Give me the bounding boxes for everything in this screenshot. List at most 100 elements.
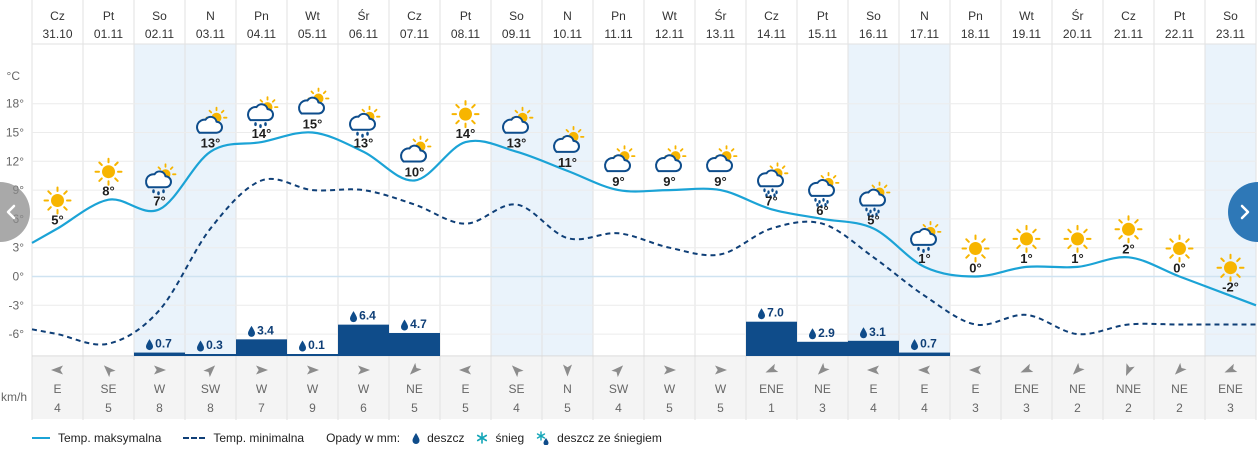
precip-bar [185,354,236,356]
day-date: 18.11 [961,27,990,41]
max-temp-label: 14° [252,126,272,141]
wind-speed: 6 [360,401,367,415]
wind-direction: SW [201,382,221,396]
max-temp-label: 9° [714,174,726,189]
weekend-column [185,44,236,356]
day-name: Cz [764,9,779,23]
max-temp-label: -2° [1222,280,1239,295]
wind-speed: 1 [768,401,775,415]
day-date: 21.11 [1114,27,1143,41]
wind-direction: NE [406,382,423,396]
sun-icon [451,100,480,129]
wind-direction: SW [609,382,629,396]
min-temp-line [31,178,1256,346]
day-date: 01.11 [94,27,123,41]
wind-direction: E [971,382,979,396]
day-date: 22.11 [1165,27,1194,41]
precip-bar [899,352,950,356]
wind-direction: E [461,382,469,396]
day-date: 11.11 [604,27,633,41]
rain-drop-icon [350,311,357,323]
sun-icon [1216,253,1245,282]
precip-bar [134,352,185,356]
max-temp-label: 6° [816,203,828,218]
day-name: Śr [1072,8,1084,23]
precip-bar [848,340,899,356]
max-temp-label: 5° [51,213,63,228]
wind-direction: SE [100,382,116,396]
wind-speed: 8 [207,401,214,415]
wind-direction: NE [1069,382,1086,396]
weekend-column [491,44,542,356]
day-name: N [563,9,572,23]
forecast-chart: 0.7 0.33.40.16.44.77.02.9 3.10.7 5°8°7°13°… [1,0,1257,420]
max-temp-label: 11° [558,155,577,170]
weekend-column [899,44,950,356]
legend-rain-snow: deszcz ze śniegiem [536,431,662,445]
precip-value: 0.7 [155,337,172,351]
rain-drop-icon [401,319,408,331]
max-temp-line [31,131,1257,307]
y-tick-label: 12° [6,154,24,168]
max-temp-label: 10° [405,165,425,180]
day-date: 09.11 [502,27,531,41]
wind-direction: W [154,382,166,396]
wind-speed: 3 [1023,401,1030,415]
max-temp-label: 5° [867,213,879,228]
wind-direction: W [664,382,676,396]
cloud-sun-icon [656,146,685,171]
day-date: 16.11 [859,27,888,41]
precip-bar [287,354,338,356]
precip-bar [797,341,848,356]
wind-speed: 4 [54,401,61,415]
day-date: 13.11 [706,27,735,41]
rain-snow-icon [536,431,549,445]
precip-bar [746,321,797,356]
max-temp-label: 1° [1020,251,1032,266]
day-date: 31.10 [42,27,72,41]
wind-speed: 2 [1074,401,1081,415]
wind-direction: E [869,382,877,396]
day-name: Cz [50,9,65,23]
sun-icon [1063,224,1092,253]
sun-icon [961,234,990,263]
wind-direction: ENE [1218,382,1243,396]
wind-speed: 9 [309,401,316,415]
wind-direction: W [256,382,268,396]
wind-speed: 3 [1227,401,1234,415]
y-axis-unit: °C [7,69,21,83]
wind-direction: E [53,382,61,396]
rain-drop-icon [299,340,306,352]
precip-value: 0.7 [920,337,937,351]
wind-unit-label: km/h [1,390,27,404]
day-name: So [152,9,167,23]
day-date: 15.11 [808,27,837,41]
day-name: Pn [611,9,626,23]
legend-precip-title: Opady w mm: [326,431,400,445]
day-date: 07.11 [400,27,429,41]
wind-speed: 4 [615,401,622,415]
max-temp-label: 0° [969,261,981,276]
max-temp-label: 8° [102,184,114,199]
wind-direction: NE [1171,382,1188,396]
cloud-sun-icon [707,146,736,171]
cloud-rain-sun-icon [248,97,277,128]
legend-rain-label: deszcz [427,431,465,445]
wind-speed: 5 [717,401,724,415]
day-name: Pt [1174,9,1186,23]
sun-icon [94,157,123,186]
day-date: 04.11 [247,27,276,41]
max-temp-label: 7° [153,193,165,208]
legend-snow: śnieg [476,431,524,445]
chevron-right-icon [1240,204,1250,220]
day-name: Wt [305,9,320,23]
wind-speed: 7 [258,401,265,415]
day-name: Śr [715,8,727,23]
max-temp-label: 1° [918,251,930,266]
wind-speed: 4 [870,401,877,415]
day-name: So [1223,9,1238,23]
day-name: Śr [358,8,370,23]
day-name: So [509,9,524,23]
rain-drop-icon [809,328,816,340]
max-temp-label: 0° [1173,261,1185,276]
